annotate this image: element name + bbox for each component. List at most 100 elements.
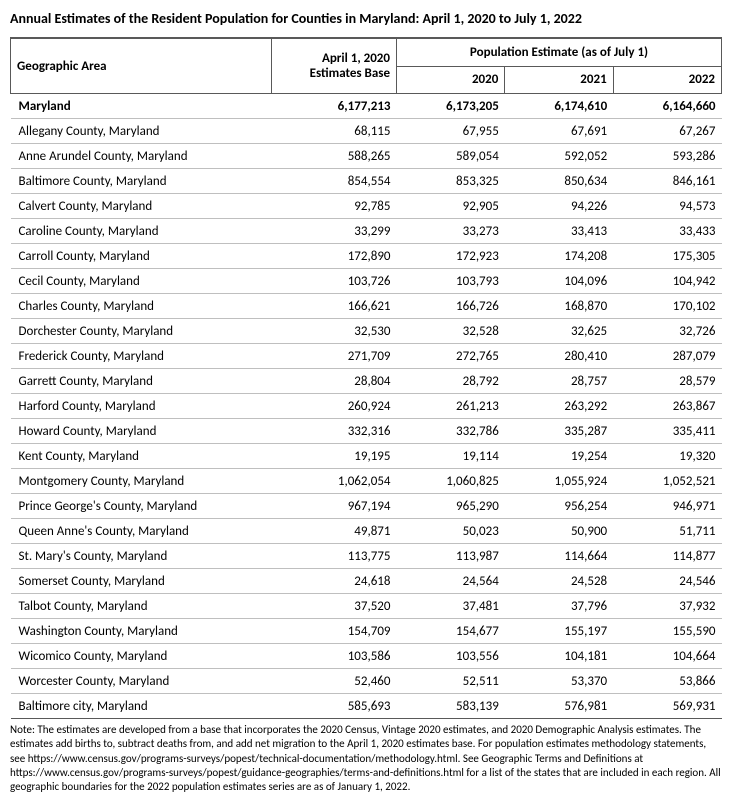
value-cell: 332,786 <box>397 419 505 444</box>
table-row: Caroline County, Maryland33,29933,27333,… <box>11 219 722 244</box>
value-cell: 24,528 <box>505 569 613 594</box>
value-cell: 94,226 <box>505 194 613 219</box>
population-table: Geographic Area April 1, 2020 Estimates … <box>10 37 722 719</box>
area-cell: Talbot County, Maryland <box>11 594 272 619</box>
value-cell: 52,511 <box>397 669 505 694</box>
header-base: April 1, 2020 Estimates Base <box>272 38 397 94</box>
table-row: Baltimore city, Maryland585,693583,13957… <box>11 694 722 719</box>
value-cell: 94,573 <box>613 194 721 219</box>
table-row: Queen Anne's County, Maryland49,87150,02… <box>11 519 722 544</box>
table-row: St. Mary's County, Maryland113,775113,98… <box>11 544 722 569</box>
table-row: Allegany County, Maryland68,11567,95567,… <box>11 119 722 144</box>
value-cell: 33,433 <box>613 219 721 244</box>
value-cell: 154,677 <box>397 619 505 644</box>
value-cell: 846,161 <box>613 169 721 194</box>
value-cell: 67,691 <box>505 119 613 144</box>
area-cell: Somerset County, Maryland <box>11 569 272 594</box>
area-cell: Garrett County, Maryland <box>11 369 272 394</box>
table-row: Talbot County, Maryland37,52037,48137,79… <box>11 594 722 619</box>
value-cell: 33,413 <box>505 219 613 244</box>
value-cell: 33,273 <box>397 219 505 244</box>
value-cell: 32,726 <box>613 319 721 344</box>
area-cell: Howard County, Maryland <box>11 419 272 444</box>
value-cell: 6,174,610 <box>505 94 613 119</box>
value-cell: 19,195 <box>272 444 397 469</box>
area-cell: Calvert County, Maryland <box>11 194 272 219</box>
value-cell: 19,254 <box>505 444 613 469</box>
value-cell: 172,923 <box>397 244 505 269</box>
value-cell: 33,299 <box>272 219 397 244</box>
value-cell: 6,173,205 <box>397 94 505 119</box>
value-cell: 28,792 <box>397 369 505 394</box>
value-cell: 6,177,213 <box>272 94 397 119</box>
value-cell: 50,900 <box>505 519 613 544</box>
value-cell: 154,709 <box>272 619 397 644</box>
table-row: Harford County, Maryland260,924261,21326… <box>11 394 722 419</box>
area-cell: Frederick County, Maryland <box>11 344 272 369</box>
header-2021: 2021 <box>505 66 613 93</box>
value-cell: 113,987 <box>397 544 505 569</box>
value-cell: 272,765 <box>397 344 505 369</box>
value-cell: 853,325 <box>397 169 505 194</box>
value-cell: 335,287 <box>505 419 613 444</box>
table-row: Maryland6,177,2136,173,2056,174,6106,164… <box>11 94 722 119</box>
value-cell: 32,625 <box>505 319 613 344</box>
value-cell: 332,316 <box>272 419 397 444</box>
table-row: Frederick County, Maryland271,709272,765… <box>11 344 722 369</box>
value-cell: 28,579 <box>613 369 721 394</box>
value-cell: 104,096 <box>505 269 613 294</box>
area-cell: Kent County, Maryland <box>11 444 272 469</box>
value-cell: 1,052,521 <box>613 469 721 494</box>
value-cell: 114,664 <box>505 544 613 569</box>
table-row: Howard County, Maryland332,316332,786335… <box>11 419 722 444</box>
table-row: Carroll County, Maryland172,890172,92317… <box>11 244 722 269</box>
area-cell: Montgomery County, Maryland <box>11 469 272 494</box>
value-cell: 6,164,660 <box>613 94 721 119</box>
value-cell: 583,139 <box>397 694 505 719</box>
table-row: Montgomery County, Maryland1,062,0541,06… <box>11 469 722 494</box>
table-row: Baltimore County, Maryland854,554853,325… <box>11 169 722 194</box>
header-estimate-span: Population Estimate (as of July 1) <box>397 38 722 66</box>
value-cell: 103,726 <box>272 269 397 294</box>
value-cell: 103,586 <box>272 644 397 669</box>
value-cell: 68,115 <box>272 119 397 144</box>
value-cell: 168,870 <box>505 294 613 319</box>
value-cell: 24,618 <box>272 569 397 594</box>
value-cell: 261,213 <box>397 394 505 419</box>
value-cell: 28,804 <box>272 369 397 394</box>
value-cell: 585,693 <box>272 694 397 719</box>
area-cell: Washington County, Maryland <box>11 619 272 644</box>
area-cell: Worcester County, Maryland <box>11 669 272 694</box>
value-cell: 956,254 <box>505 494 613 519</box>
value-cell: 104,181 <box>505 644 613 669</box>
value-cell: 53,370 <box>505 669 613 694</box>
value-cell: 52,460 <box>272 669 397 694</box>
value-cell: 287,079 <box>613 344 721 369</box>
value-cell: 174,208 <box>505 244 613 269</box>
value-cell: 155,197 <box>505 619 613 644</box>
table-row: Prince George's County, Maryland967,1949… <box>11 494 722 519</box>
area-cell: Queen Anne's County, Maryland <box>11 519 272 544</box>
value-cell: 946,971 <box>613 494 721 519</box>
value-cell: 92,785 <box>272 194 397 219</box>
value-cell: 53,866 <box>613 669 721 694</box>
value-cell: 589,054 <box>397 144 505 169</box>
value-cell: 280,410 <box>505 344 613 369</box>
table-row: Calvert County, Maryland92,78592,90594,2… <box>11 194 722 219</box>
area-cell: Charles County, Maryland <box>11 294 272 319</box>
value-cell: 854,554 <box>272 169 397 194</box>
value-cell: 28,757 <box>505 369 613 394</box>
table-row: Dorchester County, Maryland32,53032,5283… <box>11 319 722 344</box>
value-cell: 593,286 <box>613 144 721 169</box>
value-cell: 166,726 <box>397 294 505 319</box>
value-cell: 104,664 <box>613 644 721 669</box>
value-cell: 92,905 <box>397 194 505 219</box>
value-cell: 166,621 <box>272 294 397 319</box>
value-cell: 24,564 <box>397 569 505 594</box>
table-row: Worcester County, Maryland52,46052,51153… <box>11 669 722 694</box>
area-cell: Prince George's County, Maryland <box>11 494 272 519</box>
value-cell: 67,267 <box>613 119 721 144</box>
value-cell: 155,590 <box>613 619 721 644</box>
table-row: Somerset County, Maryland24,61824,56424,… <box>11 569 722 594</box>
value-cell: 19,114 <box>397 444 505 469</box>
